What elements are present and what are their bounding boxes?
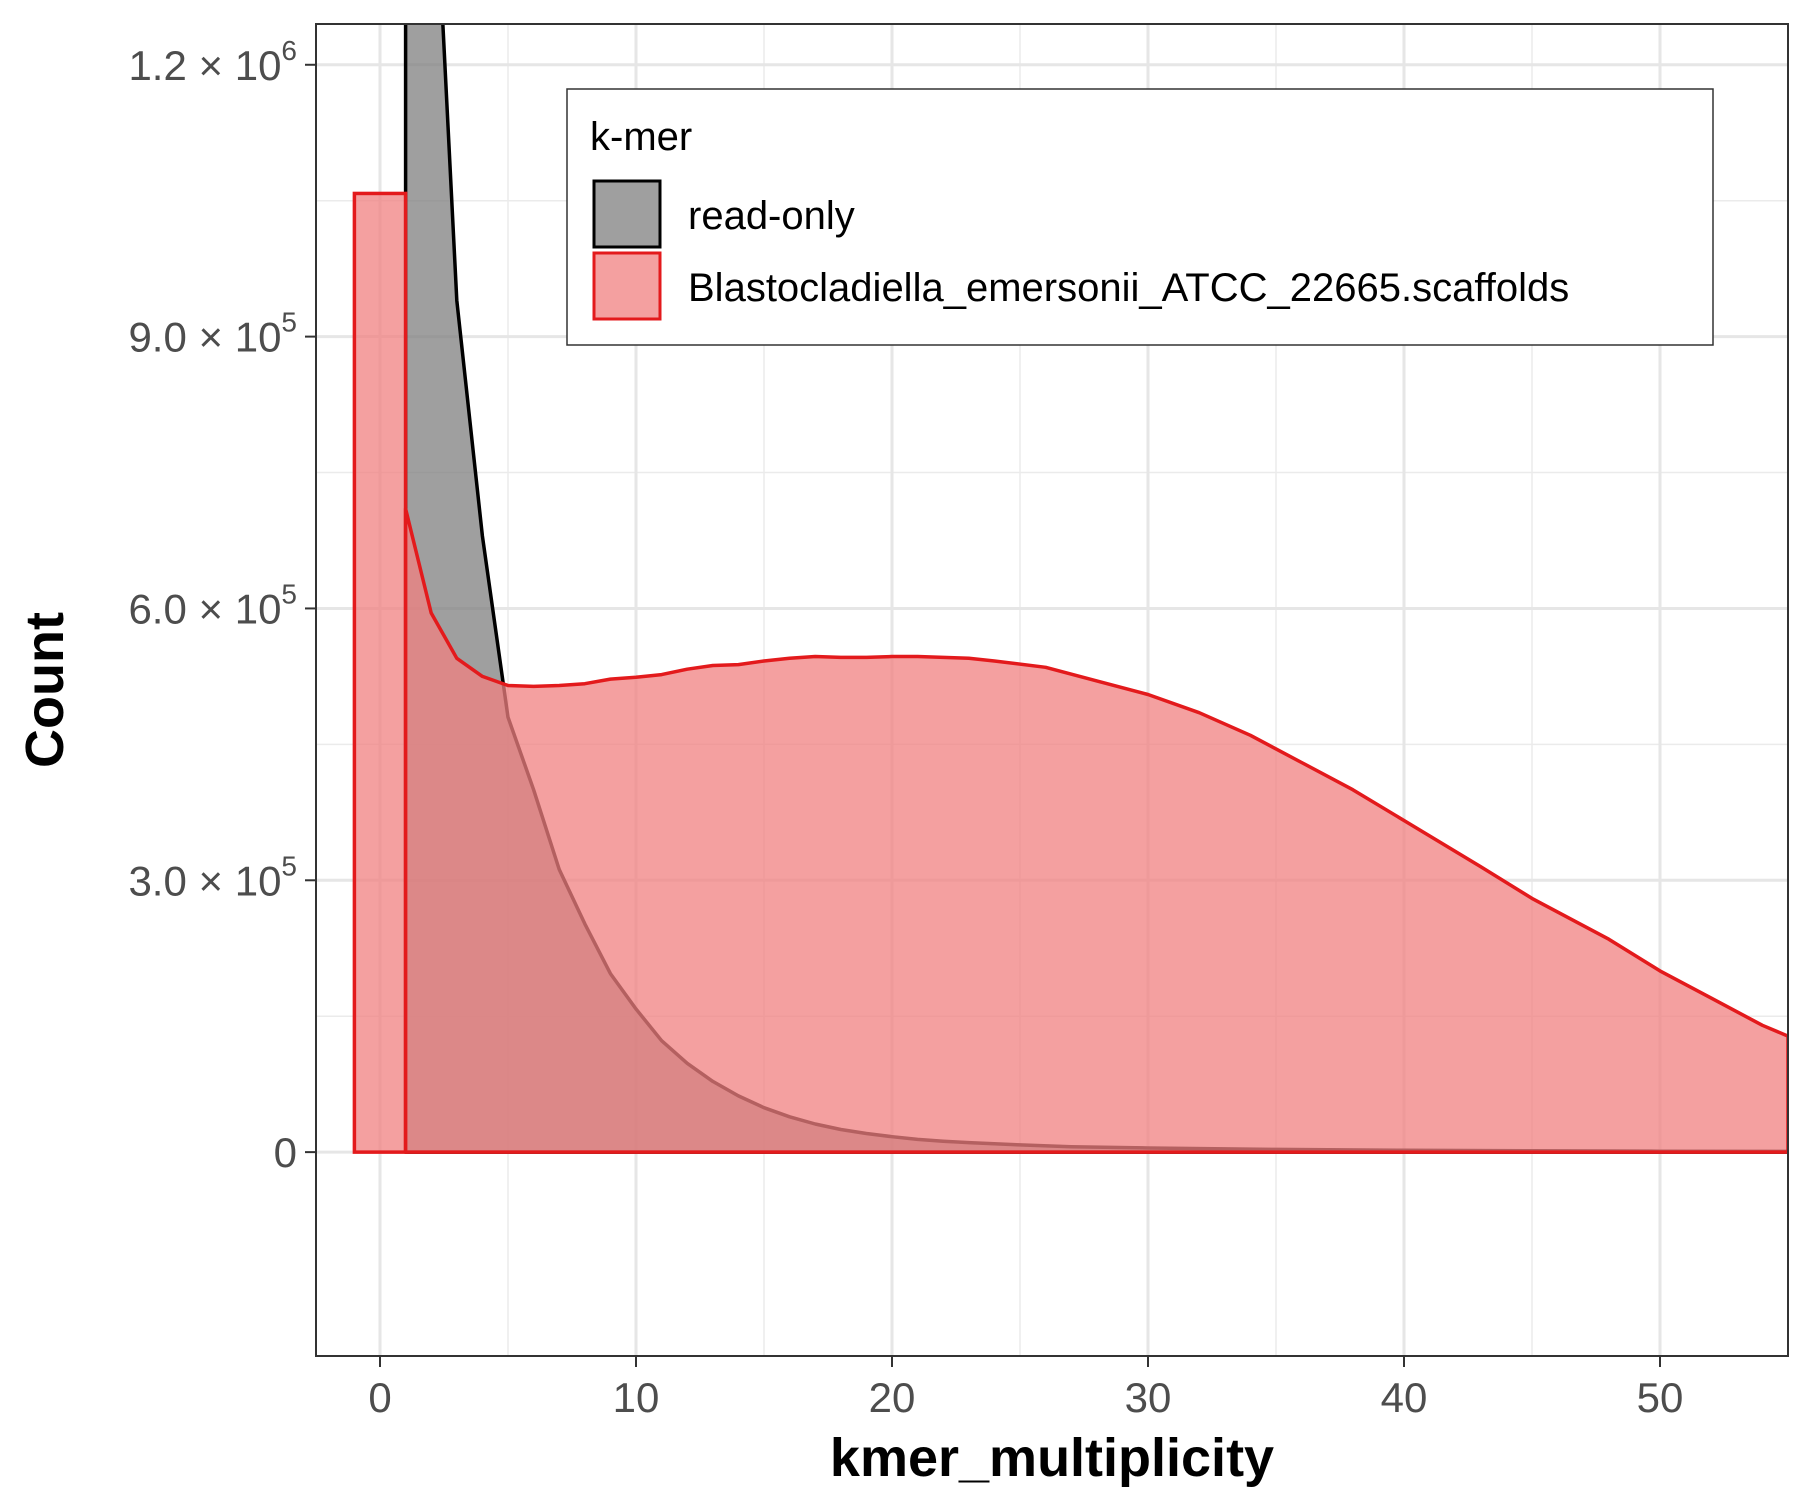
plot-panel-border <box>315 23 1789 1357</box>
x-tick-label: 10 <box>613 1374 660 1421</box>
y-tick-label: 3.0 × 105 <box>128 850 297 904</box>
y-tick-label: 1.2 × 106 <box>128 35 297 89</box>
series-bar <box>352 191 408 1154</box>
y-tick-label: 6.0 × 105 <box>128 578 297 632</box>
legend-key-read-only <box>592 179 662 249</box>
y-tick-label: 0 <box>274 1129 297 1176</box>
x-tick-label: 30 <box>1125 1374 1172 1421</box>
series-area-scaffolds <box>403 507 1788 1154</box>
legend-box <box>566 88 1714 346</box>
series-layer <box>352 24 1788 1154</box>
y-axis-title: Count <box>15 612 75 768</box>
x-axis-title: kmer_multiplicity <box>830 1428 1274 1488</box>
x-tick-label: 20 <box>869 1374 916 1421</box>
y-tick-label: 9.0 × 105 <box>128 307 297 361</box>
legend-key-scaffolds <box>592 251 662 321</box>
legend-label-read-only: read-only <box>688 194 855 238</box>
legend-title: k-mer <box>590 115 692 159</box>
axis-layer: 0 10 20 30 40 50 0 3.0 × 105 6.0 × 105 9.0 × 105 1… <box>128 35 1683 1421</box>
legend: k-mer read-only Blastocladiella_emersoni… <box>566 88 1714 346</box>
x-tick-label: 40 <box>1381 1374 1428 1421</box>
x-tick-label: 50 <box>1637 1374 1684 1421</box>
x-tick-label: 0 <box>368 1374 391 1421</box>
legend-label-scaffolds: Blastocladiella_emersonii_ATCC_22665.sca… <box>688 266 1569 310</box>
